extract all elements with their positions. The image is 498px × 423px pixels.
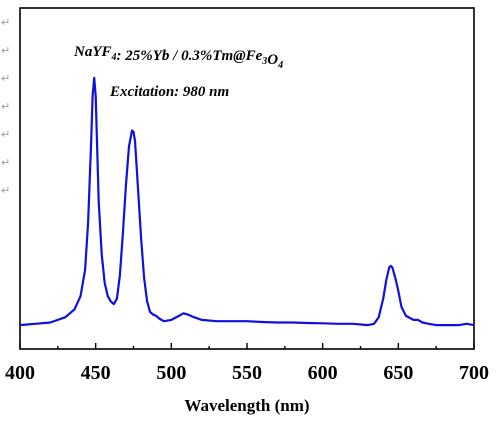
x-tick-label: 550 — [232, 362, 262, 384]
sample-annotation: NaYF4: 25%Yb / 0.3%Tm@Fe3O4 — [73, 44, 283, 71]
margin-mark: ↵ — [1, 128, 10, 141]
excitation-annotation: Excitation: 980 nm — [109, 84, 229, 100]
margin-mark: ↵ — [1, 72, 10, 85]
margin-mark: ↵ — [1, 156, 10, 169]
x-axis-title: Wavelength (nm) — [184, 396, 309, 415]
annotations: NaYF4: 25%Yb / 0.3%Tm@Fe3O4 Excitation: 9… — [73, 44, 283, 100]
margin-mark: ↵ — [1, 44, 10, 57]
margin-marks: ↵ ↵ ↵ ↵ ↵ ↵ ↵ — [1, 16, 10, 197]
x-tick-label: 700 — [459, 362, 489, 384]
spectrum-line — [19, 76, 475, 327]
margin-mark: ↵ — [1, 100, 10, 113]
x-axis-ticks — [19, 343, 475, 349]
x-tick-label: 500 — [156, 362, 186, 384]
x-tick-label: 450 — [81, 362, 111, 384]
margin-mark: ↵ — [1, 16, 10, 29]
x-axis-tick-labels: 400 450 500 550 600 650 700 — [5, 362, 489, 384]
x-tick-label: 600 — [308, 362, 338, 384]
x-tick-label: 400 — [5, 362, 35, 384]
x-tick-label: 650 — [383, 362, 413, 384]
margin-mark: ↵ — [1, 184, 10, 197]
